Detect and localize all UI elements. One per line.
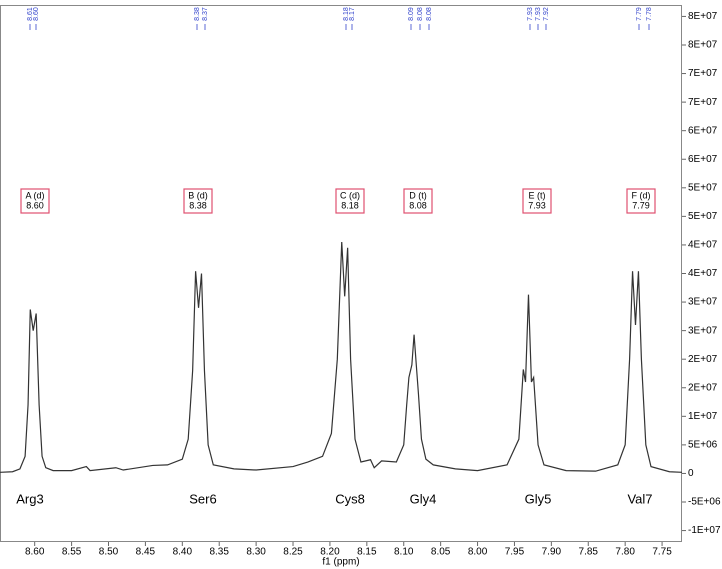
x-tick-label: 8.10 xyxy=(394,547,414,558)
y-tick-label: 8E+07 xyxy=(688,11,718,22)
peak-label: 8.08 xyxy=(417,7,424,21)
residue-label: Gly5 xyxy=(525,491,552,506)
x-tick-label: 8.00 xyxy=(468,547,488,558)
multiplet-label: A (d) xyxy=(25,190,44,200)
x-tick-label: 8.45 xyxy=(136,547,156,558)
x-tick-label: 8.35 xyxy=(209,547,229,558)
peak-label: 8.17 xyxy=(349,7,356,21)
x-tick-label: 8.30 xyxy=(246,547,266,558)
residue-label: Cys8 xyxy=(335,491,365,506)
peak-label: 7.92 xyxy=(543,7,550,21)
y-tick-label: 3E+07 xyxy=(688,325,718,336)
y-tick-label: 4E+07 xyxy=(688,240,718,251)
x-tick-label: 8.40 xyxy=(173,547,193,558)
x-tick-label: 7.90 xyxy=(542,547,562,558)
x-tick-label: 7.85 xyxy=(579,547,599,558)
multiplet-shift: 7.79 xyxy=(632,200,650,210)
y-tick-label: 3E+07 xyxy=(688,297,718,308)
multiplet-label: D (t) xyxy=(409,190,427,200)
peak-label: 8.61 xyxy=(27,7,34,21)
y-tick-label: 8E+07 xyxy=(688,40,718,51)
y-tick-label: 5E+06 xyxy=(688,440,718,451)
multiplet-box xyxy=(335,188,365,214)
multiplet-box xyxy=(522,188,552,214)
peak-label: 8.08 xyxy=(426,7,433,21)
residue-label: Ser6 xyxy=(189,491,216,506)
x-tick-label: 8.20 xyxy=(320,547,340,558)
x-tick-label: 8.55 xyxy=(62,547,82,558)
y-tick-label: 6E+07 xyxy=(688,154,718,165)
spectrum-line xyxy=(0,242,683,473)
multiplet-box xyxy=(20,188,50,214)
y-tick-label: 4E+07 xyxy=(688,268,718,279)
y-tick-label: 0 xyxy=(688,468,694,479)
y-tick-label: 2E+07 xyxy=(688,354,718,365)
multiplet-shift: 8.60 xyxy=(26,200,44,210)
multiplet-label: B (d) xyxy=(188,190,208,200)
peak-label: 7.93 xyxy=(527,7,534,21)
multiplet-shift: 7.93 xyxy=(528,200,546,210)
multiplet-label: F (d) xyxy=(632,190,651,200)
peak-label: 8.38 xyxy=(194,7,201,21)
x-tick-label: 8.25 xyxy=(283,547,303,558)
y-tick-label: 7E+07 xyxy=(688,97,718,108)
peak-label: 7.79 xyxy=(636,7,643,21)
x-axis-label: f1 (ppm) xyxy=(322,557,359,568)
plot-frame xyxy=(0,5,682,542)
multiplet-shift: 8.08 xyxy=(409,200,427,210)
peak-label: 8.09 xyxy=(408,7,415,21)
peak-label: 7.78 xyxy=(646,7,653,21)
multiplet-label: C (d) xyxy=(340,190,360,200)
y-tick-label: 7E+07 xyxy=(688,68,718,79)
x-tick-label: 8.60 xyxy=(25,547,45,558)
y-tick-label: 5E+07 xyxy=(688,182,718,193)
x-tick-label: 7.95 xyxy=(505,547,525,558)
y-tick-label: -5E+06 xyxy=(688,497,721,508)
multiplet-box xyxy=(183,188,213,214)
x-tick-label: 8.50 xyxy=(99,547,119,558)
multiplet-shift: 8.38 xyxy=(189,200,207,210)
peak-label: 8.60 xyxy=(33,7,40,21)
y-tick-label: -1E+07 xyxy=(688,525,721,536)
y-tick-label: 5E+07 xyxy=(688,211,718,222)
y-tick-label: 6E+07 xyxy=(688,125,718,136)
residue-label: Arg3 xyxy=(16,491,43,506)
x-tick-label: 7.75 xyxy=(652,547,672,558)
peak-label: 8.37 xyxy=(202,7,209,21)
multiplet-shift: 8.18 xyxy=(341,200,359,210)
residue-label: Gly4 xyxy=(410,491,437,506)
multiplet-label: E (t) xyxy=(529,190,546,200)
y-tick-label: 1E+07 xyxy=(688,411,718,422)
peak-label: 8.18 xyxy=(343,7,350,21)
x-tick-label: 7.80 xyxy=(615,547,635,558)
multiplet-box xyxy=(626,188,656,214)
x-tick-label: 8.05 xyxy=(431,547,451,558)
x-tick-label: 8.15 xyxy=(357,547,377,558)
residue-label: Val7 xyxy=(627,491,652,506)
peak-label: 7.93 xyxy=(535,7,542,21)
multiplet-box xyxy=(403,188,433,214)
y-tick-label: 2E+07 xyxy=(688,382,718,393)
